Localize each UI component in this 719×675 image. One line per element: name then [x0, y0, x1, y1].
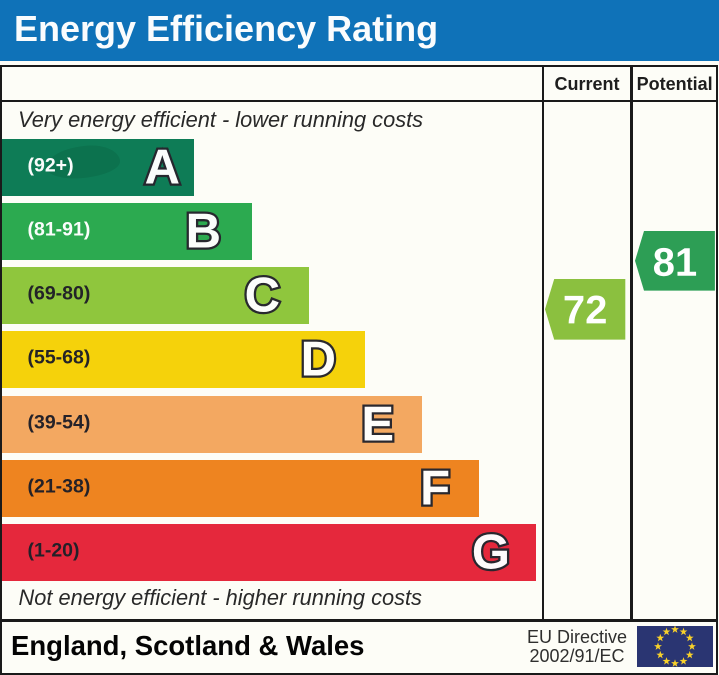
svg-text:D: D — [300, 333, 335, 387]
svg-text:G: G — [472, 526, 510, 580]
svg-text:C: C — [244, 269, 279, 323]
svg-text:A: A — [144, 140, 179, 194]
svg-text:E: E — [361, 397, 394, 451]
svg-text:F: F — [420, 462, 450, 516]
svg-text:B: B — [185, 204, 220, 258]
